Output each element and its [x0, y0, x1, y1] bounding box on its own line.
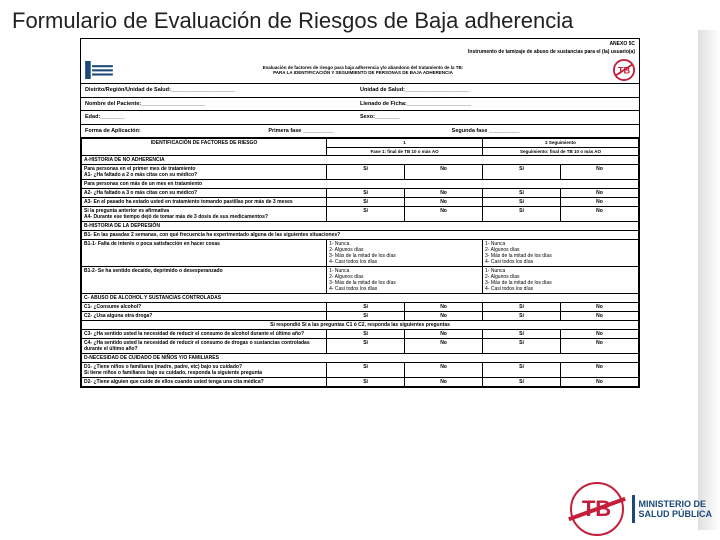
- page-title: Formulario de Evaluación de Riesgos de B…: [0, 0, 720, 38]
- header-logo-row: Evaluación de factores de riesgo para ba…: [81, 57, 639, 84]
- form-container: ANEXO 5C Instrumento de tamizaje de abus…: [80, 38, 640, 388]
- page-curl-shadow: [698, 30, 720, 530]
- c2-q: C2- ¿Usa alguna otra droga?: [82, 312, 327, 321]
- meta-llenado: Llenado de Ficha:_____________________: [360, 101, 635, 108]
- section-a-title: A-HISTORIA DE NO ADHERENCIA: [82, 156, 639, 165]
- col-identificacion: IDENTIFICACIÓN DE FACTORES DE RIESGO: [82, 139, 327, 156]
- a3-q: A3- En el pasado ha estado usted en trat…: [82, 198, 327, 207]
- row-b11: B1-1- Falta de interés o poca satisfacci…: [82, 240, 639, 267]
- anexo-label: ANEXO 5C: [81, 39, 639, 49]
- msp-logo-icon: [85, 61, 113, 79]
- row-d2: D2- ¿Tiene alguien que cuide de ellos cu…: [82, 378, 639, 387]
- a1-no1[interactable]: No: [405, 165, 483, 180]
- b12-opts2[interactable]: 1- Nunca2- Algunos días3- Más de la mita…: [483, 267, 639, 294]
- a2-q: A2- ¿Ha faltado a 3 o más citas con su m…: [82, 189, 327, 198]
- a4-q: A4- Durante ese tiempo dejó de tomar más…: [84, 214, 324, 220]
- b11-opts2[interactable]: 1- Nunca2- Algunos días3- Más de la mita…: [483, 240, 639, 267]
- row-a1: Para personas en el primer mes de tratam…: [82, 165, 639, 180]
- c3-q: C3- ¿Ha sentido usted la necesidad de re…: [82, 330, 327, 339]
- a-intro2: Para personas con más de un mes en trata…: [82, 180, 639, 189]
- main-table: IDENTIFICACIÓN DE FACTORES DE RIESGO 1 2…: [81, 138, 639, 387]
- row-a4: Si la pregunta anterior es afirmativaA4-…: [82, 207, 639, 222]
- row-a2: A2- ¿Ha faltado a 3 o más citas con su m…: [82, 189, 639, 198]
- b12-opts1[interactable]: 1- Nunca2- Algunos días3- Más de la mita…: [327, 267, 483, 294]
- row-b12: B1-2- Se ha sentido decaído, deprimido o…: [82, 267, 639, 294]
- d2-q: D2- ¿Tiene alguien que cuide de ellos cu…: [82, 378, 327, 387]
- b11-q: B1-1- Falta de interés o poca satisfacci…: [82, 240, 327, 267]
- meta-nombre: Nombre del Paciente:____________________…: [85, 101, 360, 108]
- a1-si1[interactable]: Sí: [327, 165, 405, 180]
- subtitle: Instrumento de tamizaje de abuso de sust…: [81, 49, 639, 57]
- meta-row-2: Nombre del Paciente:____________________…: [81, 98, 639, 112]
- a1-q: A1- ¿Ha faltado a 2 o más citas con su m…: [84, 172, 324, 178]
- section-d-title: D-NECESIDAD DE CUIDADO DE NIÑOS Y/O FAMI…: [82, 354, 639, 363]
- header-line2: PARA LA IDENTIFICACIÓN Y SEGUIMIENTO DE …: [119, 70, 607, 75]
- b11-opts1[interactable]: 1- Nunca2- Algunos días3- Más de la mita…: [327, 240, 483, 267]
- phase1: Fase 1: final de TB 10 o más AO: [327, 147, 483, 155]
- c-note: Si respondió Sí a las preguntas C1 ó C2,…: [82, 321, 639, 330]
- meta-row-3: Edad:________ Sexo:________: [81, 111, 639, 125]
- meta-row-4: Forma de Aplicación: Primera fase ______…: [81, 125, 639, 139]
- table-header-row: IDENTIFICACIÓN DE FACTORES DE RIESGO 1 2…: [82, 139, 639, 147]
- meta-primera: Primera fase __________: [268, 128, 451, 135]
- msp-footer-logo: MINISTERIO DE SALUD PÚBLICA: [632, 495, 713, 523]
- b-intro: B1- En las pasadas 2 semanas, con qué fr…: [82, 231, 639, 240]
- header-text: Evaluación de factores de riesgo para ba…: [119, 65, 607, 76]
- phase2: Seguimiento: final de TB 10 o más AO: [483, 147, 639, 155]
- row-c4: C4- ¿Ha sentido usted la necesidad de re…: [82, 339, 639, 354]
- b12-q: B1-2- Se ha sentido decaído, deprimido o…: [82, 267, 327, 294]
- tb-footer-icon: TB: [570, 482, 624, 536]
- meta-forma: Forma de Aplicación:: [85, 128, 268, 135]
- meta-row-1: Distrito/Región/Unidad de Salud:________…: [81, 84, 639, 98]
- section-b-title: B-HISTORIA DE LA DEPRESIÓN: [82, 222, 639, 231]
- tb-logo-icon: TB: [613, 59, 635, 81]
- d1-note: Si tiene niños o familiares bajo su cuid…: [84, 370, 324, 376]
- meta-edad: Edad:________: [85, 114, 360, 121]
- meta-distrito: Distrito/Región/Unidad de Salud:________…: [85, 87, 360, 94]
- c1-q: C1- ¿Consume alcohol?: [82, 303, 327, 312]
- section-c-title: C- ABUSO DE ALCOHOL Y SUSTANCIAS CONTROL…: [82, 294, 639, 303]
- row-c1: C1- ¿Consume alcohol? SíNo SíNo: [82, 303, 639, 312]
- meta-sexo: Sexo:________: [360, 114, 635, 121]
- meta-segunda: Segunda fase __________: [452, 128, 635, 135]
- col-1-num: 1: [327, 139, 483, 147]
- row-a3: A3- En el pasado ha estado usted en trat…: [82, 198, 639, 207]
- meta-unidad: Unidad de Salud:_____________________: [360, 87, 635, 94]
- row-c3: C3- ¿Ha sentido usted la necesidad de re…: [82, 330, 639, 339]
- footer-logos: TB MINISTERIO DE SALUD PÚBLICA: [570, 482, 713, 536]
- row-d1: D1- ¿Tiene niños o familiares (madre, pa…: [82, 363, 639, 378]
- c4-q: C4- ¿Ha sentido usted la necesidad de re…: [82, 339, 327, 354]
- col-2-num: 2 Seguimiento: [483, 139, 639, 147]
- a1-si2[interactable]: Sí: [483, 165, 561, 180]
- a1-no2[interactable]: No: [560, 165, 638, 180]
- row-c2: C2- ¿Usa alguna otra droga? SíNo SíNo: [82, 312, 639, 321]
